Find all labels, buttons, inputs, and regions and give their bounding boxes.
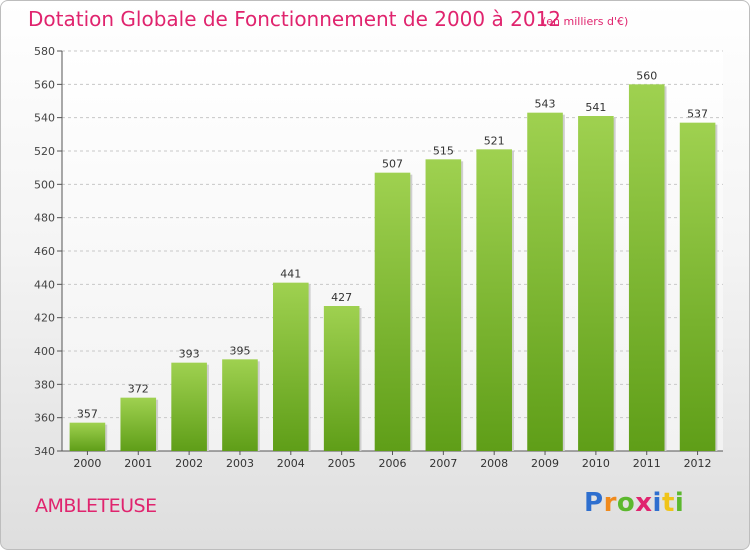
y-tick-label: 580 (34, 45, 55, 58)
bar (476, 149, 512, 452)
y-tick-label: 460 (34, 245, 55, 258)
x-tick-label: 2000 (73, 457, 101, 470)
data-label: 515 (433, 144, 454, 157)
bar (679, 122, 716, 452)
x-tick-label: 2004 (277, 457, 305, 470)
data-label: 372 (128, 383, 149, 396)
bar (527, 112, 563, 452)
data-label: 427 (331, 291, 352, 304)
x-tick-label: 2005 (328, 457, 356, 470)
bar (425, 159, 462, 452)
x-tick-label: 2001 (124, 457, 152, 470)
y-tick-label: 420 (34, 312, 55, 325)
x-tick-label: 2009 (531, 457, 559, 470)
y-tick-label: 520 (34, 145, 55, 158)
bar (222, 359, 258, 451)
x-tick-label: 2003 (226, 457, 254, 470)
data-label: 507 (382, 158, 403, 171)
data-label: 560 (636, 69, 657, 82)
bar (69, 422, 106, 451)
y-tick-label: 560 (34, 78, 55, 91)
data-label: 521 (484, 134, 505, 147)
data-label: 541 (585, 101, 606, 114)
y-tick-label: 380 (34, 378, 55, 391)
y-tick-label: 480 (34, 212, 55, 225)
x-tick-label: 2008 (480, 457, 508, 470)
x-tick-label: 2006 (379, 457, 407, 470)
y-tick-label: 540 (34, 112, 55, 125)
x-tick-label: 2007 (429, 457, 457, 470)
chart-title: Dotation Globale de Fonctionnement de 20… (28, 7, 561, 31)
data-label: 441 (280, 268, 301, 281)
y-tick-label: 500 (34, 178, 55, 191)
bar (323, 306, 360, 451)
data-label: 357 (77, 408, 98, 421)
bar (578, 116, 614, 451)
data-label: 395 (229, 344, 250, 357)
commune-name: AMBLETEUSE (35, 495, 157, 517)
bar (273, 282, 309, 451)
bar (628, 84, 665, 451)
x-tick-label: 2002 (175, 457, 203, 470)
y-tick-label: 440 (34, 278, 55, 291)
chart-subtitle: (en milliers d'€) (542, 15, 629, 28)
data-label: 537 (687, 108, 708, 121)
data-label: 393 (179, 348, 200, 361)
bar (374, 172, 411, 451)
x-tick-label: 2012 (684, 457, 712, 470)
y-tick-label: 400 (34, 345, 55, 358)
x-tick-label: 2011 (633, 457, 661, 470)
x-tick-label: 2010 (582, 457, 610, 470)
bar (171, 362, 207, 451)
data-label: 543 (535, 98, 556, 111)
proxiti-logo[interactable]: Proxiti (584, 488, 685, 518)
y-tick-label: 340 (34, 445, 55, 458)
bar (120, 397, 157, 451)
y-tick-label: 360 (34, 412, 55, 425)
